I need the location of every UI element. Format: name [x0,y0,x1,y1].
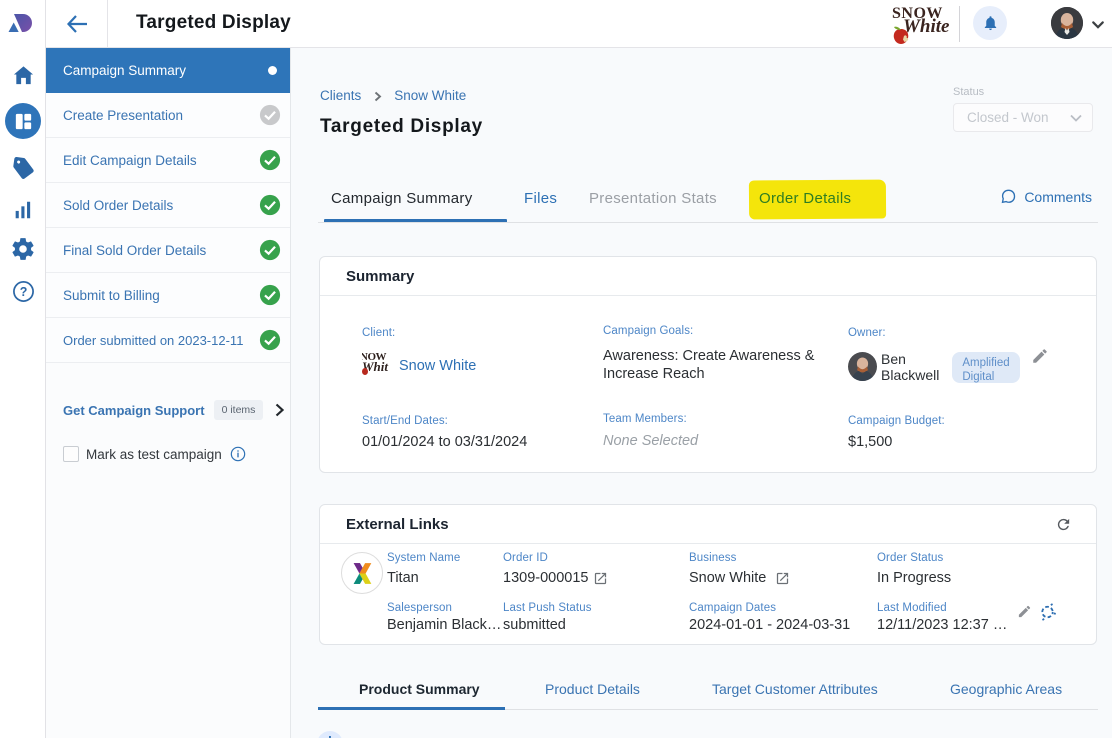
svg-text:?: ? [19,285,27,299]
